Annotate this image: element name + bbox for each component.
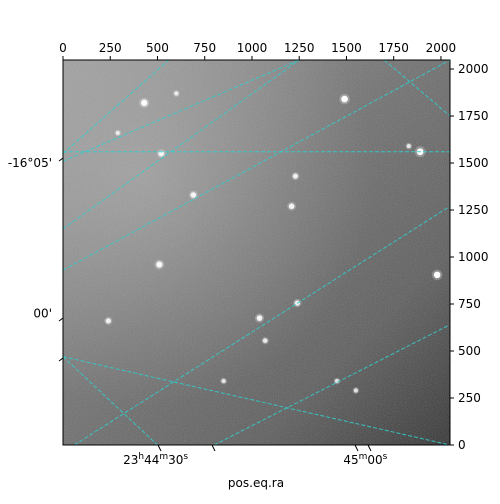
- grid-line: [63, 60, 450, 271]
- right-axis: 0 250 500 750 1000 1250 1500 1750 2000: [450, 62, 489, 452]
- star: [190, 192, 197, 198]
- dec-tick-label: -16°05': [8, 156, 52, 170]
- star: [262, 338, 268, 343]
- ra-tick: [367, 444, 372, 452]
- star: [353, 388, 358, 393]
- star: [433, 271, 441, 279]
- star: [174, 91, 179, 96]
- star: [406, 144, 411, 149]
- top-tick-label: 500: [146, 41, 169, 55]
- right-tick-label: 250: [458, 391, 481, 405]
- star: [158, 150, 165, 157]
- star: [341, 95, 348, 103]
- ra-tick-label: 45m00s: [343, 452, 387, 467]
- top-tick-label: 0: [59, 41, 67, 55]
- star: [288, 203, 295, 209]
- ra-tick-label: 23h44m30s: [123, 452, 188, 467]
- top-tick-label: 250: [99, 41, 122, 55]
- top-tick-label: 2000: [426, 41, 457, 55]
- right-tick-label: 750: [458, 297, 481, 311]
- dec-tick: [58, 357, 64, 362]
- right-tick-label: 1250: [458, 203, 489, 217]
- star: [115, 130, 120, 135]
- coordinate-grid: [63, 60, 450, 445]
- plot-frame: [62, 59, 451, 446]
- grid-line: [63, 60, 300, 230]
- grid-line: [63, 356, 450, 445]
- star: [256, 315, 263, 321]
- star: [221, 379, 226, 384]
- right-tick-label: 1750: [458, 109, 489, 123]
- right-tick-label: 1500: [458, 156, 489, 170]
- top-tick-label: 1500: [331, 41, 362, 55]
- right-tick-label: 1000: [458, 250, 489, 264]
- star: [156, 261, 163, 268]
- dec-tick-label: 00': [33, 306, 52, 320]
- right-tick-label: 0: [458, 438, 466, 452]
- grid-line: [63, 356, 158, 445]
- image-panel: [63, 60, 450, 445]
- top-axis: 0 250 500 750 1000 1250 1500 1750 2000: [59, 41, 456, 60]
- star: [105, 318, 111, 324]
- dec-tick: [58, 317, 64, 322]
- right-tick-label: 2000: [458, 62, 489, 76]
- top-tick-label: 1000: [237, 41, 268, 55]
- grid-line: [383, 60, 450, 117]
- star: [141, 99, 148, 107]
- dec-tick: [58, 157, 64, 162]
- left-dec-axis: -16°05' 00': [8, 156, 64, 362]
- x-axis-label: pos.eq.ra: [228, 476, 284, 490]
- ra-tick: [211, 444, 216, 452]
- ra-tick: [354, 444, 359, 452]
- top-tick-label: 1750: [378, 41, 409, 55]
- grid-line: [74, 205, 450, 445]
- sky-noise: [63, 60, 450, 445]
- top-tick-label: 1250: [284, 41, 315, 55]
- bottom-ra-axis: 23h44m30s 45m00s: [123, 444, 388, 467]
- grid-line: [213, 324, 450, 445]
- right-tick-label: 500: [458, 344, 481, 358]
- top-tick-label: 750: [193, 41, 216, 55]
- grid-line: [63, 60, 300, 162]
- grid-line: [63, 60, 170, 154]
- star: [292, 173, 298, 179]
- ra-tick: [157, 444, 162, 452]
